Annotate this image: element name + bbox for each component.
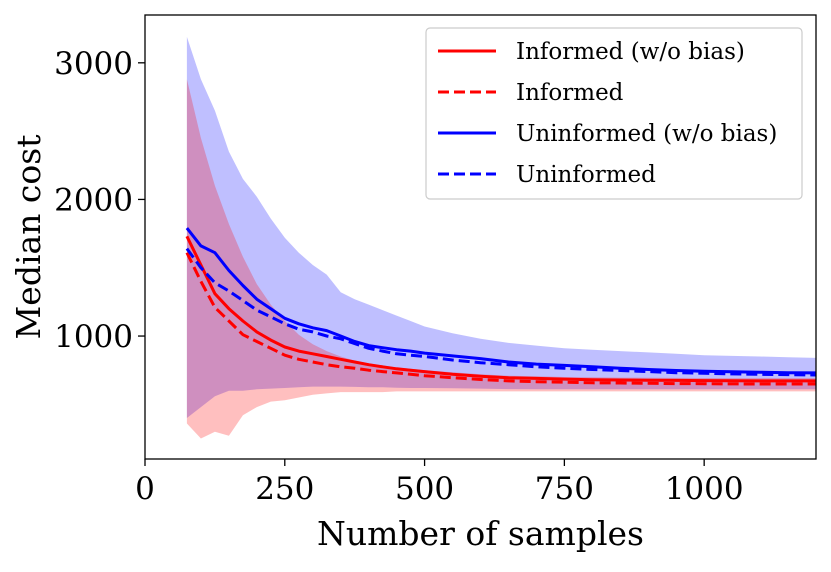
x-tick-label: 500 (395, 471, 454, 507)
x-tick-label: 0 (135, 471, 155, 507)
x-tick-label: 750 (535, 471, 594, 507)
y-tick-label: 1000 (54, 319, 133, 355)
legend: Informed (w/o bias) Informed Uninformed (w… (425, 27, 803, 200)
legend-label-uninformed-w-o-bias: Uninformed (w/o bias) (516, 121, 777, 147)
confidence-bands (186, 36, 816, 439)
line-informed (185, 252, 816, 386)
y-tick-label: 2000 (54, 182, 133, 218)
line-informed-w-o-bias (185, 235, 816, 383)
y-tick-label: 3000 (54, 46, 133, 82)
x-tick-label: 250 (255, 471, 314, 507)
y-axis-title: Median cost (9, 135, 48, 340)
band-uninformed (186, 36, 816, 419)
series-lines (185, 227, 816, 386)
x-tick-label: 1000 (665, 471, 744, 507)
band-informed (186, 79, 816, 439)
plot-frame (144, 14, 817, 460)
line-uninformed (185, 247, 816, 377)
x-axis-title: Number of samples (317, 514, 644, 553)
line-uninformed-w-o-bias (185, 227, 816, 375)
legend-label-informed: Informed (516, 80, 624, 106)
legend-label-informed-w-o-bias: Informed (w/o bias) (516, 39, 745, 65)
axis-ticks: 0 250 500 750 1000 1000 2000 3000 (54, 46, 744, 507)
legend-box (425, 27, 803, 200)
legend-label-uninformed: Uninformed (516, 162, 656, 188)
